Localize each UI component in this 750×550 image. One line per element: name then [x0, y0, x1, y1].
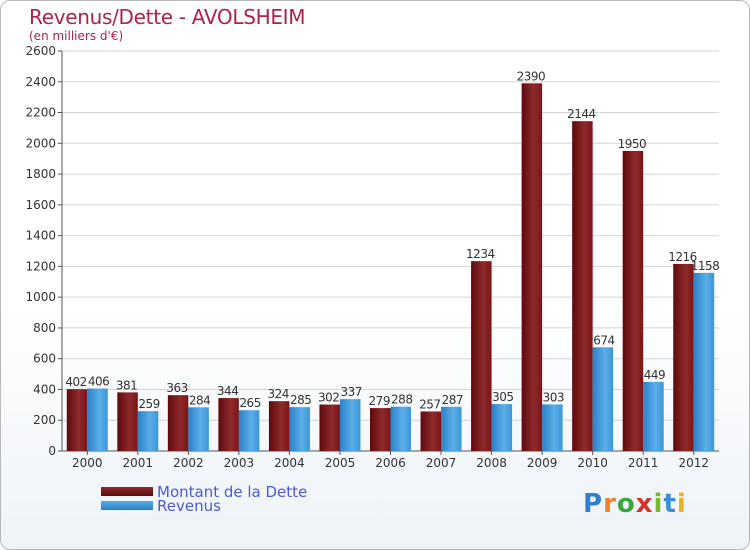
data-label: 302	[318, 391, 339, 405]
legend-swatch-revenus	[101, 501, 153, 510]
y-tick-label: 1800	[25, 167, 56, 181]
logo-letter: i	[653, 489, 664, 519]
x-tick-label: 2006	[375, 456, 406, 470]
logo-letter: o	[616, 489, 636, 519]
y-tick-label: 1600	[25, 198, 56, 212]
data-label: 1234	[466, 247, 495, 261]
y-tick-label: 2400	[25, 75, 56, 89]
y-tick-label: 1200	[25, 259, 56, 273]
data-label: 288	[391, 393, 412, 407]
legend-label-revenus: Revenus	[157, 497, 221, 515]
data-label: 2144	[567, 107, 596, 121]
bar-dette	[420, 411, 442, 451]
y-tick-label: 800	[33, 321, 56, 335]
x-tick-label: 2004	[274, 456, 305, 470]
y-tick-label: 200	[33, 413, 56, 427]
data-label: 674	[593, 333, 614, 347]
y-tick-label: 400	[33, 382, 56, 396]
data-label: 1950	[618, 137, 647, 151]
bar-dette	[622, 151, 644, 451]
data-label: 1216	[668, 250, 697, 264]
bar-revenus	[87, 388, 108, 451]
x-tick-label: 2010	[577, 456, 608, 470]
data-label: 324	[267, 387, 288, 401]
bar-revenus	[491, 404, 513, 451]
bar-dette	[471, 261, 492, 451]
logo-letter: i	[676, 489, 687, 519]
bar-dette	[572, 121, 593, 452]
y-tick-label: 2000	[25, 136, 56, 150]
bar-revenus	[188, 407, 209, 451]
legend-label-dette: Montant de la Dette	[157, 483, 308, 501]
data-label: 285	[290, 393, 311, 407]
data-label: 337	[341, 385, 362, 399]
data-label: 259	[138, 397, 159, 411]
x-tick-label: 2005	[325, 456, 356, 470]
data-label: 344	[217, 384, 238, 398]
bar-revenus	[643, 381, 664, 451]
proxiti-logo: Proxiti	[583, 489, 687, 519]
data-label: 381	[116, 378, 137, 392]
data-label: 449	[644, 368, 665, 382]
data-label: 257	[419, 397, 440, 411]
chart-title: Revenus/Dette - AVOLSHEIM	[29, 5, 306, 29]
logo-letter: r	[603, 489, 617, 519]
legend-swatch-dette	[101, 487, 153, 496]
data-label: 287	[442, 393, 463, 407]
data-label: 303	[543, 390, 564, 404]
data-label: 279	[369, 394, 390, 408]
data-label: 305	[492, 390, 513, 404]
bar-revenus	[592, 347, 614, 451]
data-label: 406	[88, 375, 109, 389]
x-tick-label: 2009	[527, 456, 558, 470]
x-tick-label: 2012	[678, 456, 709, 470]
data-label: 265	[239, 396, 260, 410]
x-tick-label: 2008	[476, 456, 507, 470]
bar-revenus	[339, 399, 361, 451]
bar-dette	[167, 395, 189, 451]
bar-revenus	[441, 406, 462, 451]
y-tick-label: 1000	[25, 290, 56, 304]
y-tick-label: 1400	[25, 229, 56, 243]
bar-dette	[268, 401, 290, 451]
bar-dette	[673, 263, 694, 451]
logo-letter: x	[635, 489, 654, 519]
bar-dette	[319, 404, 340, 451]
data-label: 2390	[517, 69, 546, 83]
x-tick-label: 2007	[426, 456, 457, 470]
x-tick-label: 2000	[72, 456, 103, 470]
bar-dette	[218, 398, 239, 451]
data-label: 402	[65, 375, 86, 389]
x-tick-label: 2011	[628, 456, 659, 470]
y-tick-label: 2200	[25, 106, 56, 120]
data-label: 1158	[691, 259, 720, 273]
data-label: 363	[166, 381, 187, 395]
bar-dette	[370, 408, 391, 451]
chart-subtitle: (en milliers d'€)	[29, 29, 124, 43]
bar-revenus	[693, 272, 715, 451]
bar-revenus	[390, 406, 411, 451]
logo-letter: P	[583, 489, 604, 519]
x-tick-label: 2003	[224, 456, 255, 470]
x-tick-label: 2002	[173, 456, 204, 470]
logo-letter: t	[663, 489, 677, 519]
bar-dette	[66, 389, 88, 451]
y-tick-label: 0	[48, 444, 56, 458]
bar-dette	[521, 83, 543, 452]
bar-revenus	[137, 411, 159, 451]
bar-revenus	[238, 410, 260, 451]
bar-revenus	[289, 407, 310, 451]
bar-dette	[117, 392, 138, 451]
y-tick-label: 2600	[25, 44, 56, 58]
data-label: 284	[189, 393, 210, 407]
bar-revenus	[542, 404, 563, 451]
y-tick-label: 600	[33, 352, 56, 366]
x-tick-label: 2001	[123, 456, 154, 470]
